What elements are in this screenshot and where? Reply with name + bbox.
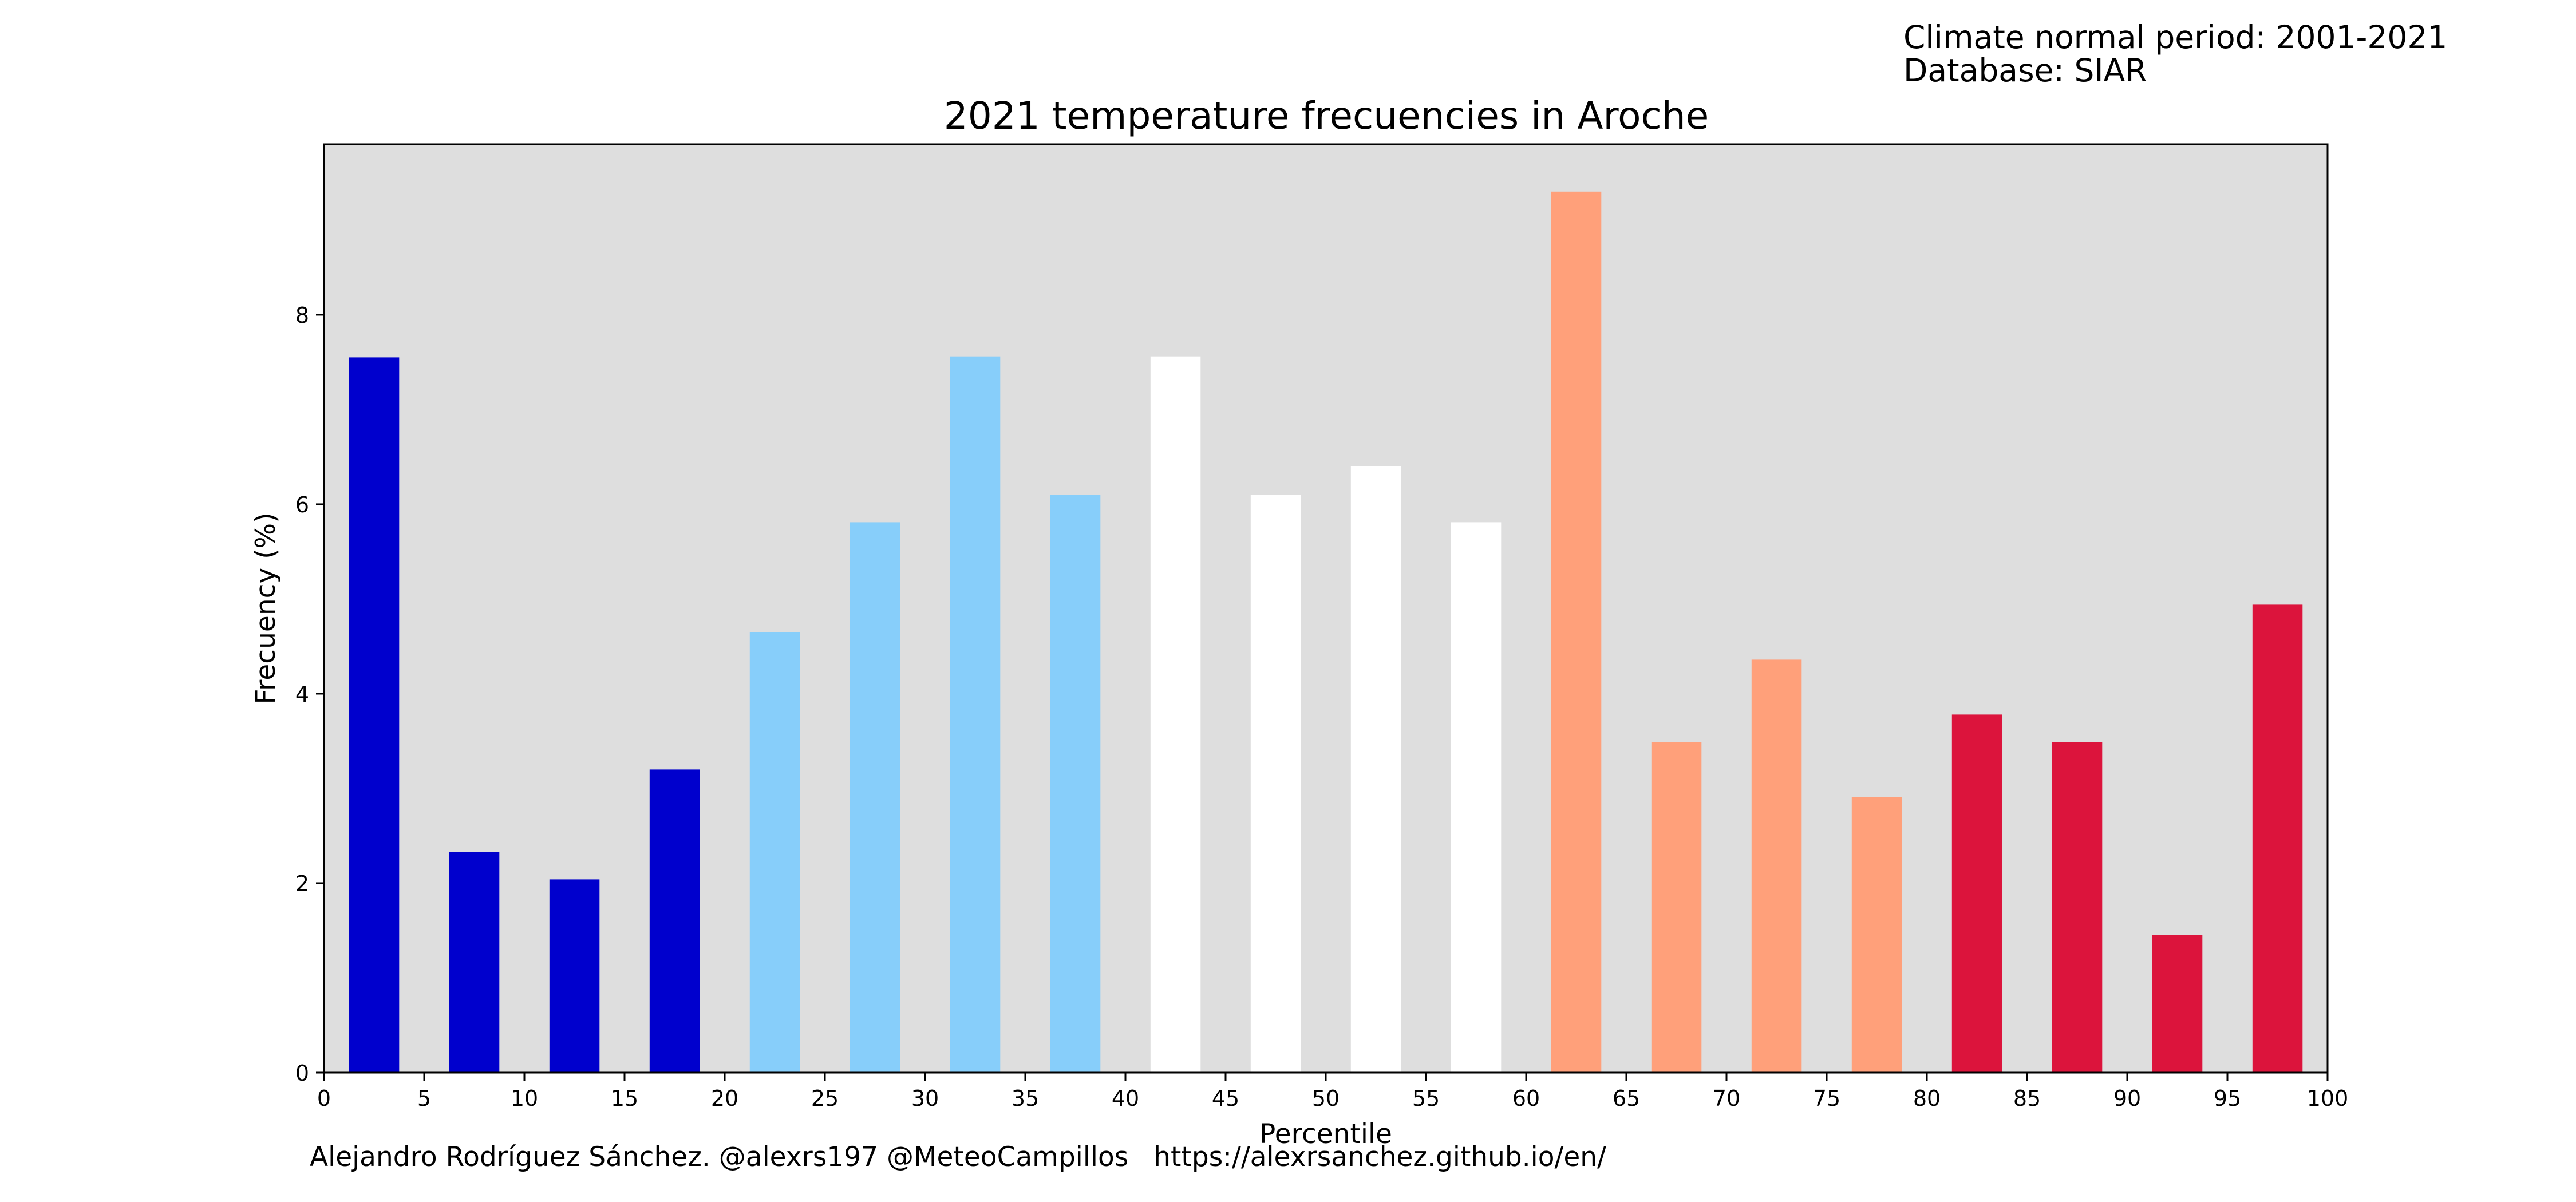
x-tick-label: 40 — [1112, 1086, 1139, 1111]
climate-period-label: Climate normal period: 2001-2021 — [1903, 19, 2448, 56]
y-tick-label: 2 — [295, 871, 309, 896]
bar — [349, 357, 400, 1073]
x-axis-label: Percentile — [1259, 1118, 1392, 1150]
bar — [1250, 495, 1301, 1073]
x-tick-label: 20 — [711, 1086, 738, 1111]
x-tick-label: 30 — [911, 1086, 939, 1111]
y-axis: 0 2 4 6 8 — [295, 303, 324, 1086]
x-tick-label: 65 — [1613, 1086, 1640, 1111]
bar — [1050, 495, 1101, 1073]
x-tick-label: 100 — [2307, 1086, 2349, 1111]
author-credit: Alejandro Rodríguez Sánchez. @alexrs197 … — [310, 1141, 1129, 1173]
x-axis: 0 5 10 15 20 25 30 35 40 45 50 55 60 65 70 75 80 85 90 95 10… — [317, 1073, 2348, 1111]
database-label: Database: SIAR — [1903, 52, 2147, 89]
chart-metadata: Climate normal period: 2001-2021 Databas… — [1903, 21, 2447, 87]
y-tick-label: 6 — [295, 492, 309, 517]
bar — [850, 522, 900, 1073]
bar — [950, 356, 1001, 1073]
x-tick-label: 25 — [811, 1086, 839, 1111]
x-tick-label: 85 — [2013, 1086, 2041, 1111]
y-tick-label: 4 — [295, 682, 309, 707]
y-axis-label: Frecuency (%) — [250, 512, 282, 704]
bar — [449, 852, 500, 1073]
x-tick-label: 0 — [317, 1086, 331, 1111]
bar — [2052, 742, 2103, 1073]
y-tick-label: 8 — [295, 303, 309, 328]
x-tick-label: 90 — [2113, 1086, 2141, 1111]
x-tick-label: 5 — [417, 1086, 431, 1111]
bar-series — [349, 191, 2303, 1073]
bar — [749, 632, 800, 1073]
plot-area — [324, 144, 2328, 1073]
bar — [1651, 742, 1702, 1073]
x-tick-label: 95 — [2214, 1086, 2241, 1111]
x-tick-label: 70 — [1713, 1086, 1740, 1111]
bar — [649, 769, 700, 1073]
bar — [1150, 356, 1201, 1073]
bar — [549, 879, 600, 1073]
bar — [2152, 935, 2203, 1073]
x-tick-label: 10 — [511, 1086, 538, 1111]
x-tick-label: 60 — [1512, 1086, 1540, 1111]
chart-title: 2021 temperature frecuencies in Aroche — [944, 94, 1709, 138]
y-tick-label: 0 — [295, 1061, 309, 1086]
x-tick-label: 15 — [611, 1086, 638, 1111]
x-tick-label: 80 — [1913, 1086, 1941, 1111]
x-tick-label: 75 — [1813, 1086, 1840, 1111]
x-tick-label: 55 — [1412, 1086, 1440, 1111]
bar — [2252, 604, 2303, 1073]
bar — [1751, 659, 1802, 1073]
bar — [1951, 714, 2002, 1073]
bar — [1851, 797, 1902, 1073]
bar — [1350, 466, 1401, 1073]
credit-line: Alejandro Rodríguez Sánchez. @alexrs197 … — [310, 1141, 1606, 1173]
bar — [1451, 522, 1502, 1073]
author-website-link[interactable]: https://alexrsanchez.github.io/en/ — [1153, 1141, 1606, 1173]
bar — [1551, 191, 1602, 1073]
x-tick-label: 35 — [1012, 1086, 1039, 1111]
x-tick-label: 50 — [1312, 1086, 1340, 1111]
x-tick-label: 45 — [1212, 1086, 1239, 1111]
